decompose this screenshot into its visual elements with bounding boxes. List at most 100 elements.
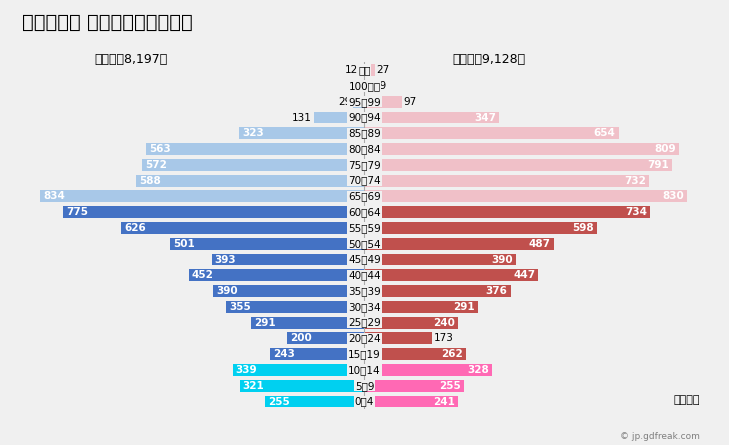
Text: 626: 626 bbox=[124, 223, 146, 233]
Bar bbox=[364, 143, 679, 155]
Text: 447: 447 bbox=[513, 270, 535, 280]
Text: 393: 393 bbox=[215, 255, 236, 264]
Text: 390: 390 bbox=[216, 286, 238, 296]
Bar bbox=[364, 317, 458, 328]
Text: 10～14: 10～14 bbox=[348, 365, 381, 375]
Bar bbox=[354, 96, 364, 108]
Text: 29: 29 bbox=[338, 97, 351, 107]
Bar bbox=[121, 222, 364, 234]
Text: 5～9: 5～9 bbox=[355, 381, 374, 391]
Text: 501: 501 bbox=[173, 239, 195, 249]
Bar bbox=[364, 96, 402, 108]
Text: 240: 240 bbox=[433, 318, 455, 328]
Bar bbox=[170, 238, 364, 250]
Text: 60～64: 60～64 bbox=[348, 207, 381, 217]
Bar bbox=[364, 285, 511, 297]
Text: 12: 12 bbox=[345, 65, 358, 75]
Text: 328: 328 bbox=[467, 365, 489, 375]
Bar bbox=[270, 348, 364, 360]
Text: 323: 323 bbox=[242, 128, 264, 138]
Text: © jp.gdfreak.com: © jp.gdfreak.com bbox=[620, 432, 700, 441]
Text: 390: 390 bbox=[491, 255, 513, 264]
Bar bbox=[286, 332, 364, 344]
Bar bbox=[364, 112, 499, 123]
Bar bbox=[364, 348, 467, 360]
Text: 131: 131 bbox=[292, 113, 312, 122]
Text: 834: 834 bbox=[43, 191, 65, 202]
Bar bbox=[146, 143, 364, 155]
Text: 291: 291 bbox=[453, 302, 475, 312]
Text: 487: 487 bbox=[529, 239, 550, 249]
Bar bbox=[40, 190, 364, 202]
Text: 40～44: 40～44 bbox=[348, 270, 381, 280]
Bar bbox=[211, 254, 364, 265]
Bar bbox=[364, 190, 687, 202]
Bar bbox=[313, 112, 364, 123]
Text: 20～24: 20～24 bbox=[348, 333, 381, 344]
Bar bbox=[364, 380, 464, 392]
Bar bbox=[363, 80, 364, 92]
Text: 563: 563 bbox=[149, 144, 171, 154]
Text: 27: 27 bbox=[377, 65, 390, 75]
Text: 452: 452 bbox=[192, 270, 214, 280]
Text: 732: 732 bbox=[624, 176, 646, 186]
Bar bbox=[252, 317, 364, 328]
Text: 775: 775 bbox=[66, 207, 88, 217]
Bar bbox=[364, 80, 372, 92]
Text: 男性計：8,197人: 男性計：8,197人 bbox=[95, 53, 168, 66]
Text: 654: 654 bbox=[594, 128, 616, 138]
Bar bbox=[364, 301, 477, 313]
Bar bbox=[364, 396, 459, 408]
Text: 321: 321 bbox=[243, 381, 265, 391]
Text: 70～74: 70～74 bbox=[348, 176, 381, 186]
Bar bbox=[189, 269, 364, 281]
Bar bbox=[364, 175, 649, 186]
Text: 791: 791 bbox=[647, 160, 669, 170]
Bar bbox=[364, 222, 597, 234]
Text: 25～29: 25～29 bbox=[348, 318, 381, 328]
Text: 809: 809 bbox=[655, 144, 676, 154]
Text: 588: 588 bbox=[139, 176, 161, 186]
Text: 376: 376 bbox=[486, 286, 507, 296]
Text: 95～99: 95～99 bbox=[348, 97, 381, 107]
Text: 830: 830 bbox=[663, 191, 684, 202]
Bar bbox=[213, 285, 364, 297]
Text: 598: 598 bbox=[572, 223, 594, 233]
Bar bbox=[227, 301, 364, 313]
Bar bbox=[364, 364, 492, 376]
Text: 97: 97 bbox=[404, 97, 417, 107]
Text: 347: 347 bbox=[475, 113, 496, 122]
Text: 100歳～: 100歳～ bbox=[348, 81, 381, 91]
Text: 4: 4 bbox=[355, 81, 362, 91]
Text: 255: 255 bbox=[268, 396, 290, 407]
Text: 243: 243 bbox=[273, 349, 295, 359]
Text: 241: 241 bbox=[433, 396, 455, 407]
Text: 355: 355 bbox=[230, 302, 252, 312]
Bar bbox=[364, 254, 516, 265]
Text: 734: 734 bbox=[625, 207, 647, 217]
Bar bbox=[233, 364, 364, 376]
Bar bbox=[364, 159, 672, 171]
Bar bbox=[364, 64, 375, 76]
Bar bbox=[265, 396, 364, 408]
Bar bbox=[239, 127, 364, 139]
Bar bbox=[364, 269, 538, 281]
Text: 45～49: 45～49 bbox=[348, 255, 381, 264]
Bar bbox=[360, 64, 364, 76]
Text: 75～79: 75～79 bbox=[348, 160, 381, 170]
Text: 単位：人: 単位：人 bbox=[674, 395, 700, 405]
Text: 90～94: 90～94 bbox=[348, 113, 381, 122]
Text: 30～34: 30～34 bbox=[348, 302, 381, 312]
Text: 80～84: 80～84 bbox=[348, 144, 381, 154]
Text: 262: 262 bbox=[442, 349, 463, 359]
Text: 572: 572 bbox=[145, 160, 167, 170]
Text: 255: 255 bbox=[439, 381, 461, 391]
Text: 35～39: 35～39 bbox=[348, 286, 381, 296]
Text: 0～4: 0～4 bbox=[355, 396, 374, 407]
Bar bbox=[364, 206, 650, 218]
Text: 50～54: 50～54 bbox=[348, 239, 381, 249]
Bar bbox=[240, 380, 364, 392]
Bar bbox=[142, 159, 364, 171]
Text: ２０１５年 四万十町の人口構成: ２０１５年 四万十町の人口構成 bbox=[22, 13, 192, 32]
Bar bbox=[63, 206, 364, 218]
